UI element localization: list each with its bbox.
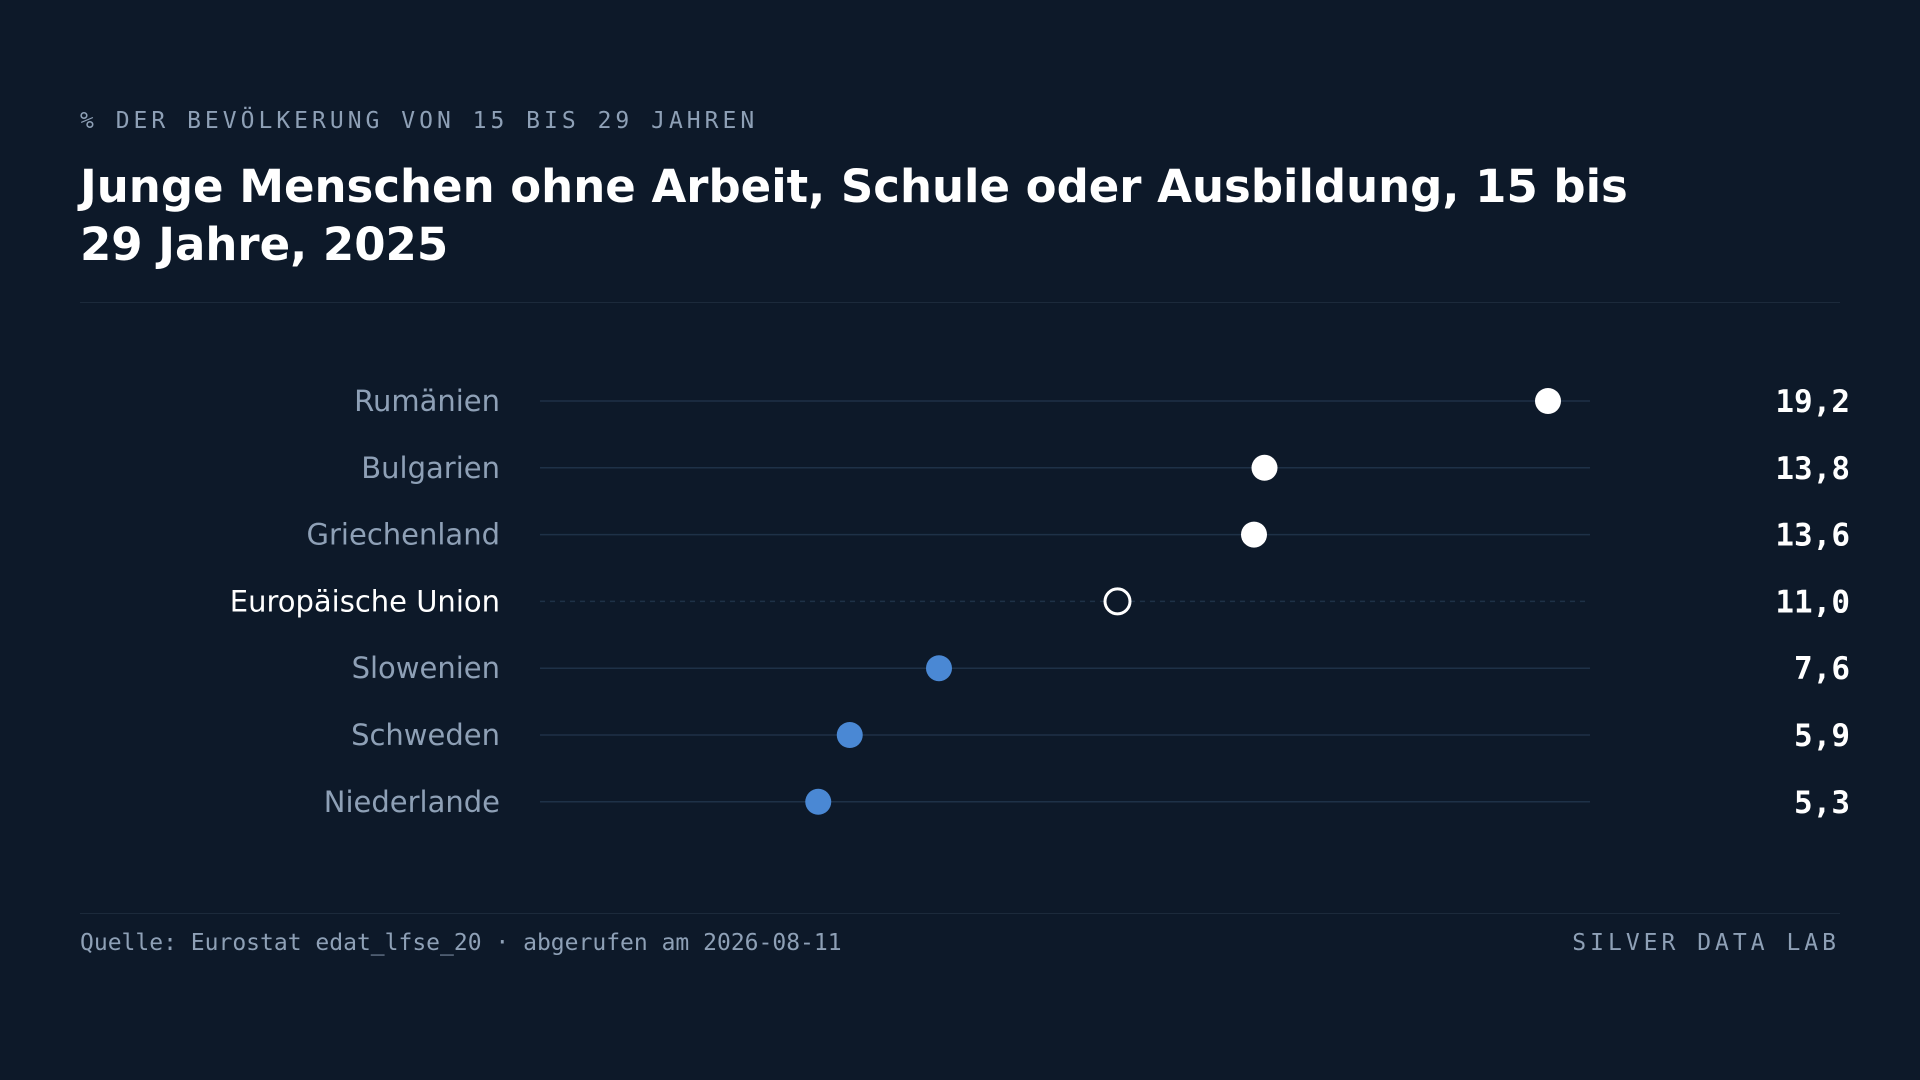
- reference-dot: [1103, 587, 1132, 616]
- category-label: Bulgarien: [361, 451, 500, 485]
- data-dot: [805, 788, 832, 815]
- chart-title: Junge Menschen ohne Arbeit, Schule oder …: [80, 160, 1628, 271]
- data-dot: [1535, 388, 1561, 414]
- value-label: 5,3: [1794, 785, 1850, 821]
- chart-kicker: % DER BEVÖLKERUNG VON 15 BIS 29 JAHREN: [80, 108, 759, 134]
- source-note: Quelle: Eurostat edat_lfse_20 · abgerufe…: [80, 930, 842, 956]
- value-label: 13,8: [1775, 451, 1850, 487]
- value-label: 7,6: [1794, 651, 1850, 687]
- header-divider: [80, 302, 1840, 303]
- brand-label: SILVER DATA LAB: [1572, 930, 1840, 956]
- category-label: Niederlande: [324, 785, 500, 819]
- footer-divider: [80, 913, 1840, 914]
- data-dot: [836, 722, 863, 748]
- value-label: 11,0: [1775, 584, 1850, 620]
- value-label: 13,6: [1775, 518, 1850, 554]
- data-dot: [926, 655, 952, 682]
- data-dot: [1251, 454, 1278, 481]
- category-label: Griechenland: [307, 518, 500, 552]
- category-label: Slowenien: [352, 651, 500, 685]
- value-label: 5,9: [1794, 718, 1850, 754]
- value-label: 19,2: [1775, 384, 1850, 420]
- data-dot: [1241, 521, 1267, 548]
- category-label: Rumänien: [354, 384, 500, 418]
- reference-category-label: Europäische Union: [230, 584, 500, 618]
- category-label: Schweden: [351, 718, 500, 752]
